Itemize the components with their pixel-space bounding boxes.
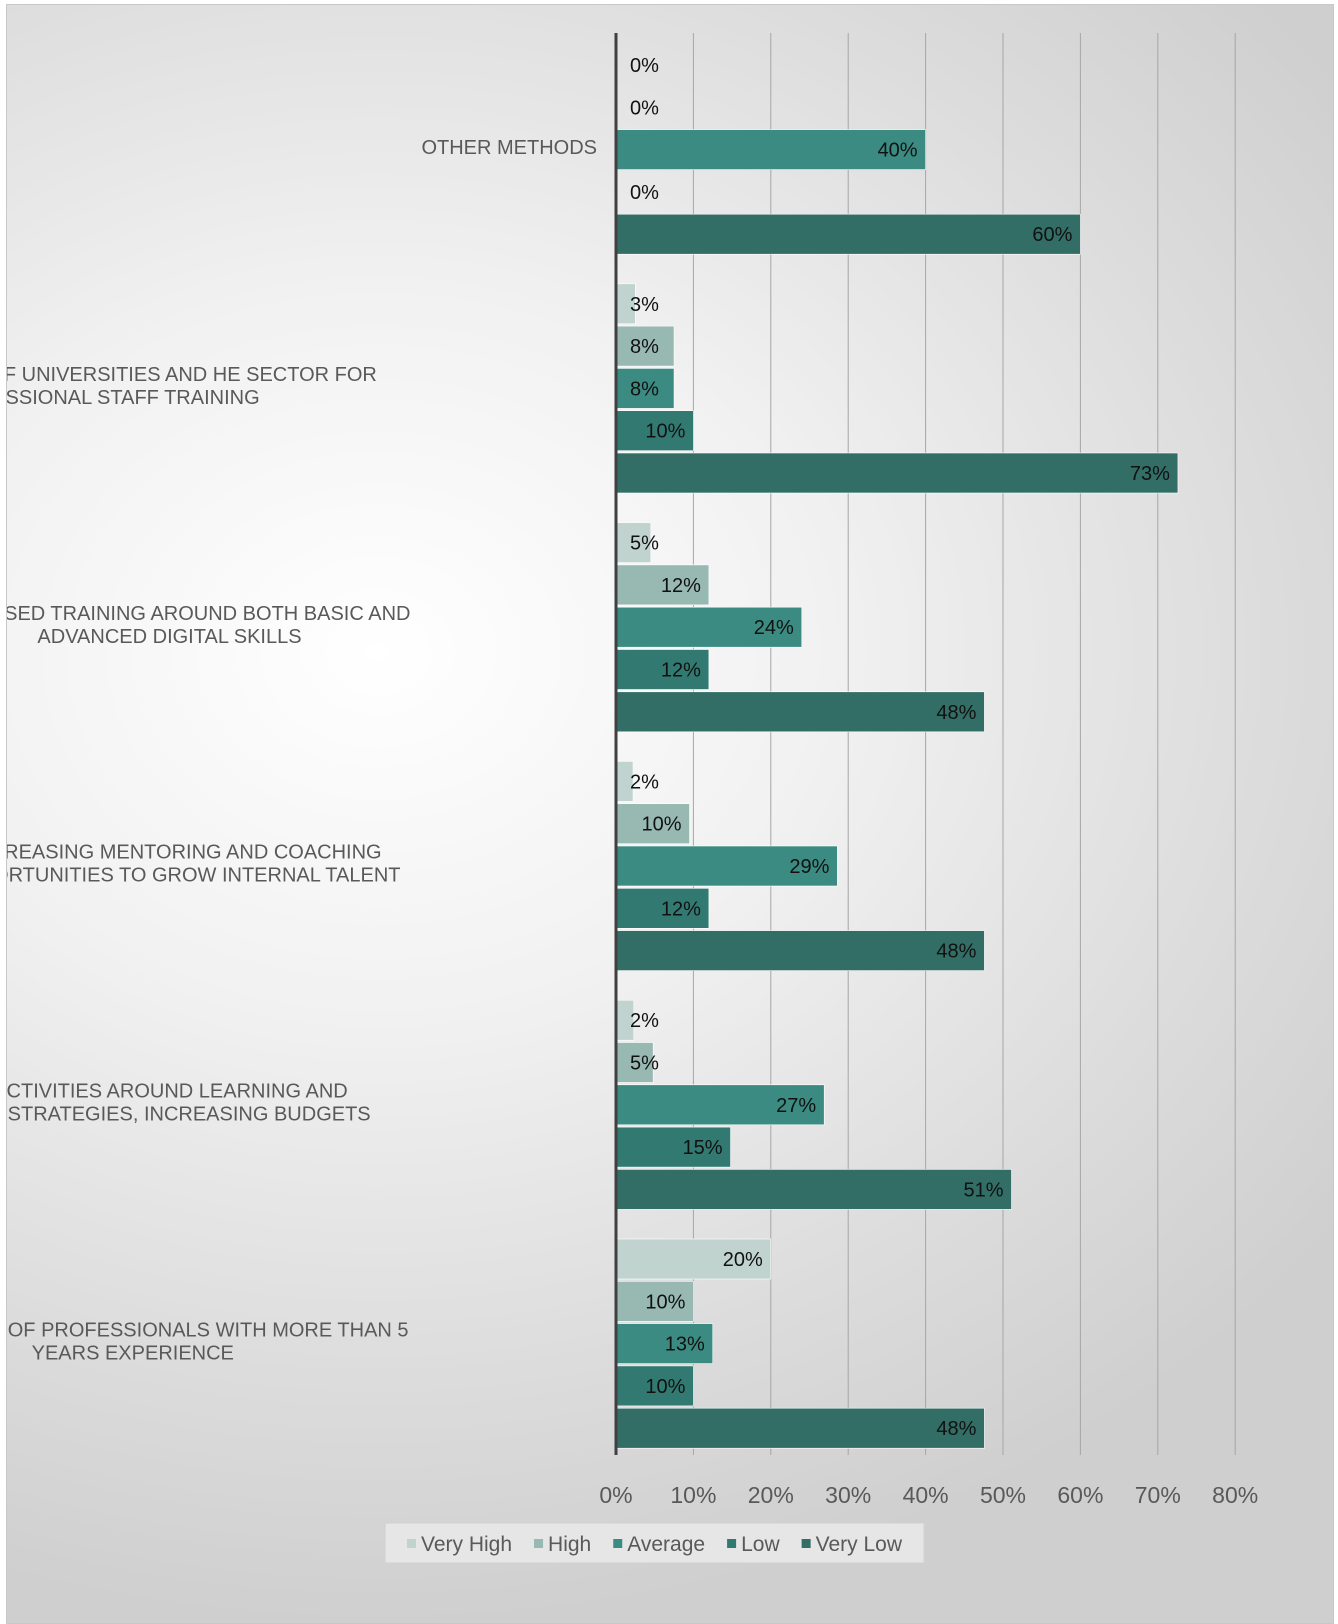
data-label: 24% [754, 617, 794, 639]
x-tick-label: 30% [825, 1482, 871, 1508]
data-label: 5% [630, 533, 659, 555]
data-label: 2% [630, 771, 659, 793]
data-label: 8% [630, 378, 659, 400]
legend-entry: Average [627, 1533, 705, 1556]
data-label: 60% [1032, 224, 1072, 246]
legend-swatch [534, 1539, 544, 1548]
data-label: 48% [936, 941, 976, 963]
bar [615, 1169, 1012, 1210]
x-tick-label: 10% [670, 1482, 716, 1508]
legend-entry: Very Low [816, 1533, 903, 1556]
bar [615, 930, 985, 971]
category-label: INCREASING MENTORING AND COACHINGOPPORTU… [7, 842, 400, 887]
bar [615, 1126, 731, 1168]
legend-entry: Very High [421, 1533, 512, 1556]
bar [615, 649, 710, 690]
legend-entry: Low [741, 1533, 780, 1556]
bar [615, 887, 710, 929]
legend-swatch [801, 1539, 811, 1548]
bar [615, 1407, 985, 1449]
bar [615, 606, 803, 648]
data-label: 10% [645, 1291, 685, 1313]
data-label: 8% [630, 336, 659, 358]
bar [615, 522, 652, 563]
x-tick-label: 0% [599, 1482, 632, 1508]
data-label: 2% [630, 1010, 659, 1032]
data-label: 15% [683, 1137, 723, 1159]
data-label: 12% [661, 898, 701, 920]
data-label: 3% [630, 294, 659, 316]
data-label: 0% [630, 55, 659, 77]
bar [615, 564, 710, 606]
data-label: 13% [665, 1334, 705, 1356]
data-label: 73% [1130, 463, 1170, 485]
bars [615, 129, 1179, 1449]
data-label: 5% [630, 1053, 659, 1075]
legend-entry: High [548, 1533, 591, 1556]
data-label: 48% [936, 1418, 976, 1440]
x-tick-labels: 0% 10% 20% 30% 40% 50% 60% 70% 80% [599, 1482, 1258, 1508]
x-tick-label: 50% [980, 1482, 1026, 1508]
legend-swatch [613, 1539, 623, 1548]
bar [615, 1084, 825, 1126]
legend-box [384, 1522, 925, 1564]
chart-frame: OTHER METHODS INCREASED USE OF UNIVERSITI… [6, 4, 1334, 1624]
data-label: 12% [661, 575, 701, 597]
bar [615, 325, 675, 367]
bar [615, 1238, 772, 1280]
data-label: 40% [878, 140, 918, 162]
data-label: 0% [630, 97, 659, 119]
bar [615, 691, 985, 733]
legend-swatch [407, 1539, 416, 1548]
bar-chart: OTHER METHODS INCREASED USE OF UNIVERSITI… [7, 33, 1258, 1564]
bar [615, 1281, 694, 1322]
x-tick-label: 40% [903, 1482, 949, 1508]
bar [615, 1323, 714, 1364]
x-tick-label: 80% [1212, 1482, 1258, 1508]
data-label: 0% [630, 182, 659, 204]
category-label: RECRUITMENT OF PROFESSIONALS WITH MORE T… [7, 1319, 409, 1364]
data-label: 27% [776, 1095, 816, 1117]
x-tick-label: 20% [748, 1482, 794, 1508]
data-label: 48% [936, 702, 976, 724]
data-label: 20% [723, 1249, 763, 1271]
category-label: INCREASED USE OF UNIVERSITIES AND HE SEC… [7, 364, 377, 409]
data-label: 51% [963, 1179, 1003, 1201]
bar [615, 410, 694, 452]
data-label: 10% [645, 421, 685, 443]
bar [615, 452, 1179, 494]
category-label: INCREASED TRAINING AROUND BOTH BASIC AND… [7, 603, 410, 648]
legend: Very High High Average Low Very Low [384, 1522, 925, 1564]
bar [615, 1365, 694, 1407]
bar [615, 1042, 654, 1083]
data-labels: 0%0%40%0%60%3%8%8%10%73%5%12%24%12%48%2%… [630, 55, 1170, 1440]
gridlines [692, 33, 1236, 1455]
x-tick-label: 60% [1057, 1482, 1103, 1508]
data-label: 29% [789, 856, 829, 878]
category-labels: OTHER METHODS INCREASED USE OF UNIVERSITI… [7, 137, 597, 1365]
legend-swatch [727, 1539, 737, 1548]
bar [615, 213, 1081, 255]
data-label: 12% [661, 660, 701, 682]
bar [615, 803, 690, 845]
data-label: 10% [645, 1376, 685, 1398]
x-tick-label: 70% [1135, 1482, 1181, 1508]
category-label: OTHER METHODS [421, 137, 597, 159]
category-label: INCREASED ACTIVITIES AROUND LEARNING AND… [7, 1080, 371, 1125]
data-label: 10% [641, 814, 681, 836]
